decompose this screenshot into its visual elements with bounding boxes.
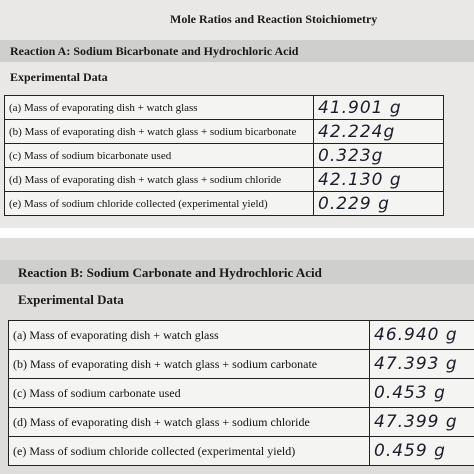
reaction-b-photo: Reaction B: Sodium Carbonate and Hydroch… <box>0 238 474 474</box>
row-label: (a) Mass of evaporating dish + watch gla… <box>8 320 370 350</box>
table-row: (b) Mass of evaporating dish + watch gla… <box>8 349 474 379</box>
handwritten-value: 47.393 g <box>369 349 474 379</box>
handwritten-value: 42.224g <box>313 119 444 144</box>
row-label: (e) Mass of sodium chloride collected (e… <box>8 436 370 466</box>
data-table: (a) Mass of evaporating dish + watch gla… <box>4 95 444 216</box>
handwritten-value: 0.453 g <box>369 378 474 408</box>
row-label: (c) Mass of sodium bicarbonate used <box>4 143 314 168</box>
row-label: (e) Mass of sodium chloride collected (e… <box>4 191 314 216</box>
reaction-a-photo: Mole Ratios and Reaction Stoichiometry R… <box>0 0 474 228</box>
table-row: (a) Mass of evaporating dish + watch gla… <box>4 95 444 120</box>
row-label: (d) Mass of evaporating dish + watch gla… <box>4 167 314 192</box>
row-label: (a) Mass of evaporating dish + watch gla… <box>4 95 314 120</box>
heading-band <box>0 40 474 62</box>
table-row: (c) Mass of sodium carbonate used 0.453 g <box>8 378 474 408</box>
handwritten-value: 0.323g <box>313 143 444 168</box>
table-row: (c) Mass of sodium bicarbonate used 0.323… <box>4 143 444 168</box>
table-row: (e) Mass of sodium chloride collected (e… <box>4 191 444 216</box>
table-row: (e) Mass of sodium chloride collected (e… <box>8 436 474 466</box>
subheading: Experimental Data <box>18 292 124 307</box>
table-row: (d) Mass of evaporating dish + watch gla… <box>4 167 444 192</box>
row-label: (d) Mass of evaporating dish + watch gla… <box>8 407 370 437</box>
handwritten-value: 42.130 g <box>313 167 444 192</box>
subheading: Experimental Data <box>10 70 108 84</box>
handwritten-value: 0.459 g <box>369 436 474 466</box>
row-label: (b) Mass of evaporating dish + watch gla… <box>8 349 370 379</box>
data-table: (a) Mass of evaporating dish + watch gla… <box>8 320 474 466</box>
row-label: (c) Mass of sodium carbonate used <box>8 378 370 408</box>
heading-band <box>0 260 474 284</box>
table-row: (a) Mass of evaporating dish + watch gla… <box>8 320 474 350</box>
heading: Reaction A: Sodium Bicarbonate and Hydro… <box>10 44 299 58</box>
title: Mole Ratios and Reaction Stoichiometry <box>170 12 378 26</box>
handwritten-value: 47.399 g <box>369 407 474 437</box>
handwritten-value: 41.901 g <box>313 95 444 120</box>
heading: Reaction B: Sodium Carbonate and Hydroch… <box>18 265 322 280</box>
table-row: (d) Mass of evaporating dish + watch gla… <box>8 407 474 437</box>
row-label: (b) Mass of evaporating dish + watch gla… <box>4 119 314 144</box>
handwritten-value: 46.940 g <box>369 320 474 350</box>
table-row: (b) Mass of evaporating dish + watch gla… <box>4 119 444 144</box>
handwritten-value: 0.229 g <box>313 191 444 216</box>
